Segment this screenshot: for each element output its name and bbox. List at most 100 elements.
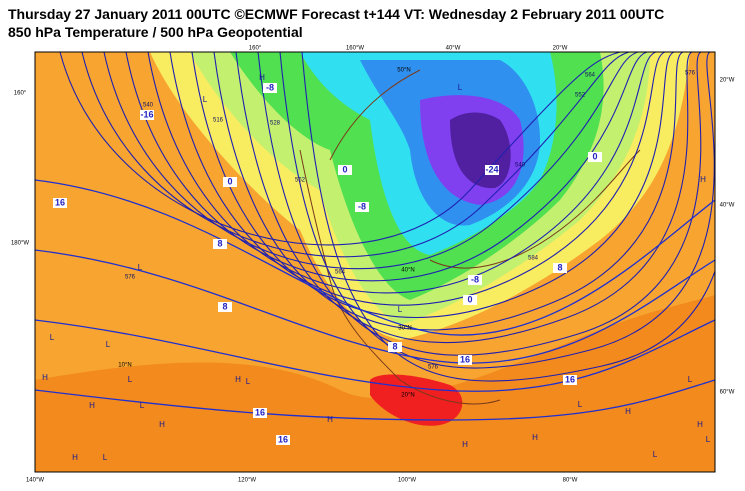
label-box bbox=[468, 275, 482, 285]
grid-label: 140°W bbox=[26, 478, 44, 484]
geopotential-label: 516 bbox=[213, 118, 224, 124]
pressure-center: L bbox=[246, 377, 251, 386]
label-box bbox=[253, 408, 267, 418]
geopotential-label: 552 bbox=[575, 93, 586, 99]
temperature-label: 8 bbox=[222, 301, 227, 311]
label-box bbox=[355, 202, 369, 212]
pressure-center: H bbox=[700, 175, 706, 184]
label-box bbox=[53, 198, 67, 208]
pressure-center: H bbox=[89, 401, 95, 410]
pressure-center: L bbox=[106, 340, 111, 349]
geopotential-contour bbox=[125, 52, 648, 282]
pressure-center: L bbox=[578, 400, 583, 409]
temperature-label: 16 bbox=[55, 197, 65, 207]
geopotential-contour bbox=[103, 52, 639, 270]
geopotential-label: 552 bbox=[295, 178, 306, 184]
label-box bbox=[458, 355, 472, 365]
geopotential-contour bbox=[169, 52, 666, 306]
title-line: Thursday 27 January 2011 00UTC ©ECMWF Fo… bbox=[8, 6, 665, 22]
grid-label: 160°W bbox=[346, 46, 364, 52]
temperature-label: 0 bbox=[342, 164, 347, 174]
pressure-center: H bbox=[72, 453, 78, 462]
temperature-label: -8 bbox=[266, 82, 274, 92]
pressure-center: H bbox=[462, 440, 468, 449]
grid-label: 20°W bbox=[720, 78, 735, 84]
temperature-label: 16 bbox=[460, 354, 470, 364]
map-frame bbox=[34, 51, 716, 473]
pressure-center: L bbox=[688, 375, 693, 384]
pressure-center: L bbox=[706, 435, 711, 444]
temperature-contour bbox=[35, 319, 715, 392]
pressure-center: H bbox=[159, 420, 165, 429]
geopotential-contour bbox=[279, 52, 715, 369]
label-box bbox=[388, 342, 402, 352]
pressure-center: H bbox=[42, 373, 48, 382]
label-box bbox=[213, 239, 227, 249]
geopotential-label: 540 bbox=[143, 103, 154, 109]
geopotential-label: 576 bbox=[428, 365, 439, 371]
contours bbox=[35, 52, 715, 421]
geopotential-label: 528 bbox=[270, 121, 281, 127]
grid-label: 40°N bbox=[401, 268, 414, 274]
geopotential-contour bbox=[257, 52, 702, 356]
pressure-center: L bbox=[128, 375, 133, 384]
pressure-center: H bbox=[697, 420, 703, 429]
temperature-label: 16 bbox=[255, 407, 265, 417]
grid-label: 40°W bbox=[720, 203, 735, 209]
geopotential-contour bbox=[235, 52, 693, 344]
temperature-label: 0 bbox=[227, 176, 232, 186]
pressure-center: H bbox=[259, 73, 265, 82]
temperature-contour bbox=[35, 379, 715, 421]
grid-label: 160° bbox=[249, 46, 262, 52]
grid-label: 50°N bbox=[397, 68, 410, 74]
label-box bbox=[338, 165, 352, 175]
pressure-center: H bbox=[235, 375, 241, 384]
pressure-center: L bbox=[203, 95, 208, 104]
pressure-center: L bbox=[653, 450, 658, 459]
grid-label: 100°W bbox=[398, 478, 416, 484]
temperature-label: 8 bbox=[557, 262, 562, 272]
temperature-contour bbox=[35, 179, 715, 336]
pressure-center: H bbox=[532, 433, 538, 442]
label-box bbox=[563, 375, 577, 385]
label-box bbox=[140, 110, 154, 120]
label-box bbox=[276, 435, 290, 445]
grid-label: 30°N bbox=[398, 326, 411, 332]
label-box bbox=[588, 152, 602, 162]
temperature-label: 8 bbox=[392, 341, 397, 351]
temperature-label: 0 bbox=[592, 151, 597, 161]
temperature-label: 16 bbox=[278, 434, 288, 444]
geopotential-contour bbox=[59, 52, 621, 246]
geopotential-contour bbox=[301, 52, 715, 382]
grid-label: 60°W bbox=[720, 390, 735, 396]
grid-label: 40°W bbox=[446, 46, 461, 52]
geopotential-label: 540 bbox=[515, 163, 526, 169]
temperature-label: -24 bbox=[485, 164, 498, 174]
pressure-center: L bbox=[140, 401, 145, 410]
pressure-center: L bbox=[103, 453, 108, 462]
geopotential-label: 564 bbox=[335, 270, 346, 276]
subtitle-line: 850 hPa Temperature / 500 hPa Geopotenti… bbox=[8, 24, 303, 40]
label-box bbox=[218, 302, 232, 312]
label-box bbox=[553, 263, 567, 273]
temperature-contour bbox=[35, 249, 715, 364]
pressure-center: H bbox=[625, 407, 631, 416]
grid-label: 10°N bbox=[118, 363, 131, 369]
very-warm-field bbox=[35, 295, 715, 472]
pressure-center: L bbox=[398, 305, 403, 314]
temperature-label: -8 bbox=[358, 201, 366, 211]
grid-label: 120°W bbox=[238, 478, 256, 484]
geopotential-contour bbox=[191, 52, 675, 319]
pressure-center: L bbox=[50, 333, 55, 342]
temperature-label: 16 bbox=[565, 374, 575, 384]
geopotential-label: 576 bbox=[125, 275, 136, 281]
grid-label: 180°W bbox=[11, 241, 29, 247]
hot-spot bbox=[370, 374, 463, 426]
temperature-label: -16 bbox=[140, 109, 153, 119]
label-box bbox=[485, 165, 499, 175]
geopotential-contour bbox=[81, 52, 630, 258]
map-field bbox=[35, 52, 715, 472]
pressure-center: L bbox=[138, 263, 143, 272]
